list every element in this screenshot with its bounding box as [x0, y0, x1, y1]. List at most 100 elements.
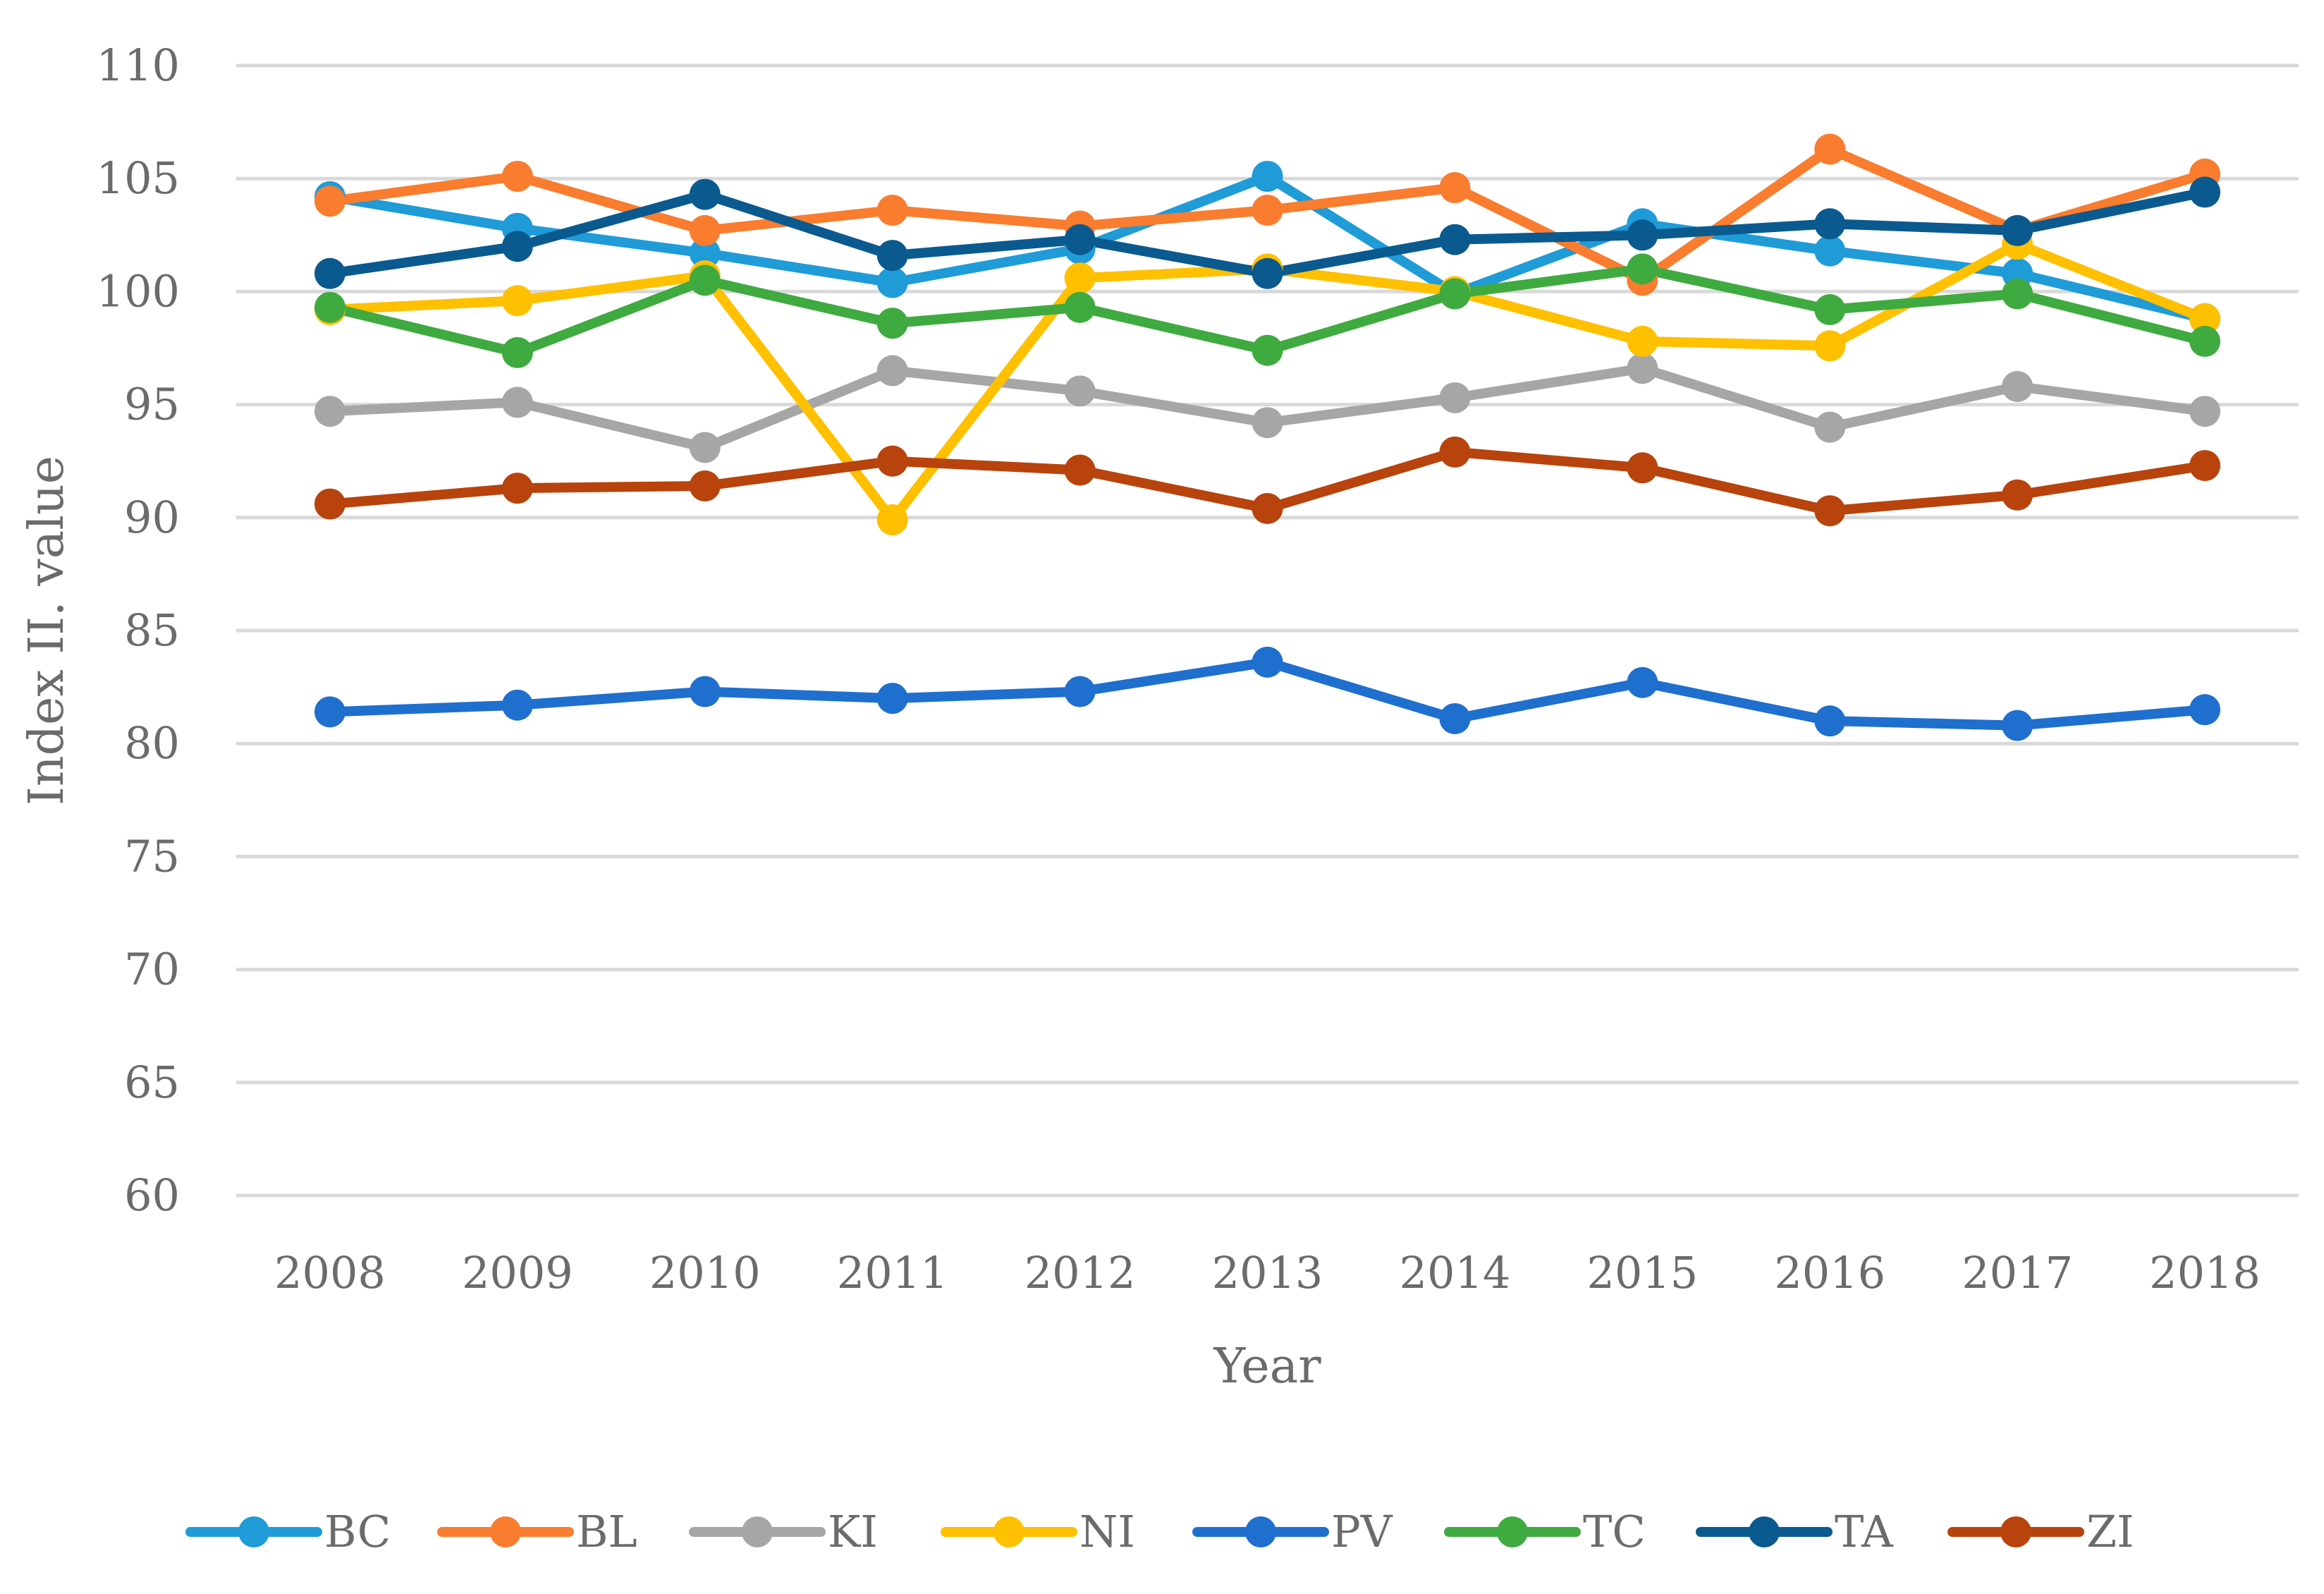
gridlines	[236, 63, 2299, 1198]
legend-label: NI	[1080, 1506, 1135, 1557]
legend-item-pv[interactable]: PV	[1192, 1506, 1393, 1557]
data-point-zi	[1252, 492, 1283, 524]
data-point-pv	[501, 689, 533, 721]
legend-item-bl[interactable]: BL	[437, 1506, 637, 1557]
data-point-pv	[2002, 710, 2034, 741]
y-tick-label: 70	[124, 944, 180, 995]
data-point-zi	[2189, 450, 2221, 482]
y-tick-label: 85	[124, 604, 180, 656]
data-point-pv	[1439, 702, 1471, 734]
data-point-tc	[2189, 325, 2221, 357]
data-point-tc	[876, 308, 908, 339]
data-point-ki	[1439, 382, 1471, 413]
data-point-zi	[314, 488, 345, 520]
legend-label: BL	[576, 1506, 637, 1557]
data-point-ki	[1627, 353, 1658, 384]
x-tick-label: 2010	[649, 1247, 761, 1298]
data-point-bc	[1252, 160, 1283, 192]
legend-item-bc[interactable]: BC	[185, 1506, 391, 1557]
x-tick-label: 2013	[1212, 1247, 1323, 1298]
data-point-pv	[1627, 667, 1658, 698]
data-point-zi	[1627, 452, 1658, 484]
legend-item-ni[interactable]: NI	[941, 1506, 1135, 1557]
data-point-ki	[2189, 396, 2221, 427]
data-point-ki	[2002, 370, 2034, 402]
y-tick-label: 90	[124, 492, 180, 543]
data-point-ni	[2189, 303, 2221, 334]
y-axis-title: Index II. value	[19, 456, 75, 805]
data-point-tc	[689, 264, 721, 296]
data-point-pv	[876, 683, 908, 714]
data-point-pv	[1064, 676, 1096, 707]
data-point-bl	[314, 185, 345, 217]
y-tick-label: 75	[124, 830, 180, 882]
data-point-ta	[1439, 224, 1471, 255]
x-tick-label: 2012	[1025, 1247, 1136, 1298]
legend-swatch-marker	[742, 1516, 773, 1547]
legend-swatch-marker	[993, 1516, 1025, 1547]
y-tick-label: 110	[97, 39, 180, 91]
legend-item-ki[interactable]: KI	[689, 1506, 878, 1557]
data-point-zi	[689, 470, 721, 501]
legend-label: TC	[1583, 1506, 1646, 1557]
data-point-pv	[1252, 646, 1283, 678]
data-point-ta	[501, 231, 533, 262]
data-point-zi	[1814, 495, 1846, 527]
data-point-pv	[689, 676, 721, 707]
data-point-tc	[1064, 291, 1096, 323]
data-point-ki	[876, 355, 908, 387]
legend-swatch-marker	[1749, 1516, 1780, 1547]
data-point-ta	[1814, 208, 1846, 240]
x-tick-label: 2018	[2149, 1247, 2261, 1298]
legend-item-zi[interactable]: ZI	[1947, 1506, 2134, 1557]
legend-swatch-marker	[1497, 1516, 1528, 1547]
data-point-zi	[1064, 454, 1096, 486]
data-point-ni	[1627, 325, 1658, 357]
legend-item-ta[interactable]: TA	[1696, 1506, 1894, 1557]
y-axis-ticks: 60 65 70 75 80 85 90 95 100 105 110	[97, 39, 180, 1221]
data-point-ki	[501, 387, 533, 418]
data-point-tc	[314, 291, 345, 323]
data-point-bc	[876, 267, 908, 298]
legend-swatch-marker	[490, 1516, 521, 1547]
data-point-pv	[314, 696, 345, 728]
legend-label: PV	[1331, 1506, 1393, 1557]
y-tick-label: 80	[124, 717, 180, 769]
data-point-ni	[1814, 330, 1846, 362]
data-point-ki	[689, 432, 721, 463]
data-point-bl	[876, 195, 908, 226]
y-tick-label: 105	[97, 152, 180, 204]
x-tick-label: 2008	[274, 1247, 386, 1298]
x-tick-label: 2017	[1962, 1247, 2073, 1298]
data-point-tc	[1814, 294, 1846, 326]
data-point-ki	[1814, 411, 1846, 443]
data-point-pv	[2189, 694, 2221, 726]
data-point-ni	[876, 504, 908, 536]
legend-swatch-marker	[2000, 1516, 2031, 1547]
data-point-ta	[1064, 224, 1096, 255]
x-tick-label: 2014	[1400, 1247, 1511, 1298]
data-point-ki	[1064, 375, 1096, 407]
y-tick-label: 65	[124, 1057, 180, 1108]
legend-label: KI	[828, 1506, 878, 1557]
data-point-ta	[876, 240, 908, 272]
y-tick-label: 60	[124, 1169, 180, 1221]
data-point-ni	[501, 285, 533, 317]
legend: BC BL KI NI PV TC TA ZI	[185, 1506, 2134, 1557]
data-point-tc	[1252, 334, 1283, 366]
legend-swatch-marker	[1245, 1516, 1276, 1547]
data-point-ta	[2189, 176, 2221, 208]
x-tick-label: 2015	[1586, 1247, 1698, 1298]
data-point-ni	[1064, 262, 1096, 294]
series-points	[314, 133, 2221, 741]
y-tick-label: 95	[124, 379, 180, 430]
data-point-bl	[1252, 195, 1283, 226]
x-axis-title: Year	[1213, 1339, 1321, 1394]
legend-item-tc[interactable]: TC	[1444, 1506, 1646, 1557]
data-point-bc	[1814, 235, 1846, 267]
x-axis-ticks: 2008 2009 2010 2011 2012 2013 2014 2015 2016 2017…	[274, 1247, 2261, 1298]
data-point-bc	[689, 237, 721, 269]
data-point-bl	[1439, 172, 1471, 204]
data-point-zi	[876, 445, 908, 477]
